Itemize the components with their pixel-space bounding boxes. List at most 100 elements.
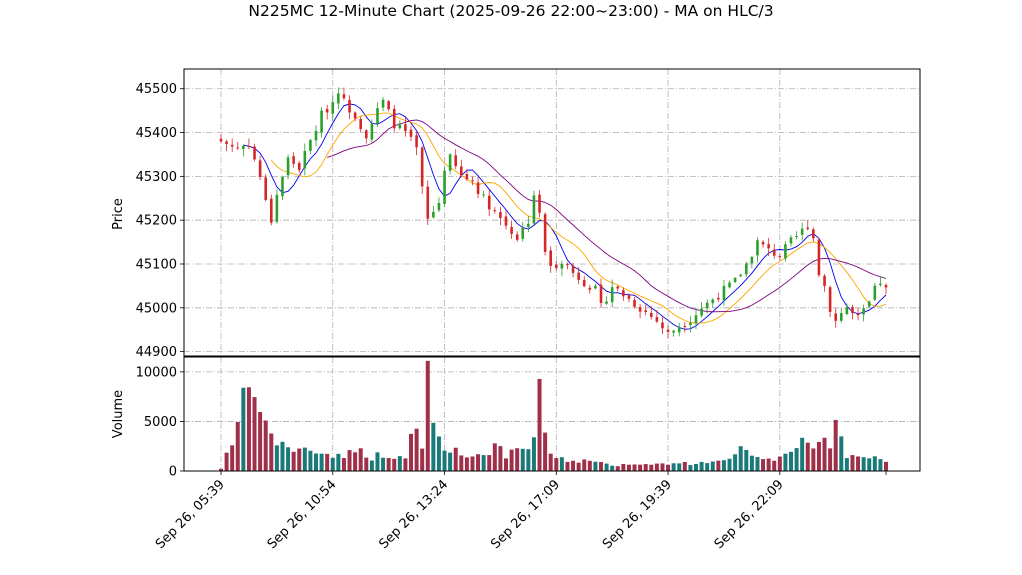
- candle: [605, 296, 608, 306]
- volume-bar: [543, 432, 548, 471]
- volume-bar: [336, 453, 341, 471]
- candle: [661, 316, 664, 335]
- candle-body: [778, 256, 782, 258]
- volume-bar: [235, 421, 240, 471]
- candle: [253, 143, 256, 162]
- volume-bar: [263, 420, 268, 471]
- ma-mid-line: [270, 112, 887, 324]
- volume-bar: [386, 458, 391, 471]
- candle-body: [577, 272, 580, 280]
- candle-body: [828, 287, 832, 312]
- volume-bar: [850, 455, 855, 471]
- volume-bar: [302, 447, 307, 471]
- volume-bar: [319, 453, 324, 471]
- candle: [717, 292, 720, 303]
- volume-bar: [861, 457, 866, 471]
- candle-body: [733, 277, 737, 283]
- volume-bar: [565, 461, 570, 471]
- candle-body: [566, 263, 569, 266]
- candle: [588, 284, 592, 294]
- volume-bar: [526, 449, 531, 471]
- candle-body: [292, 156, 295, 164]
- volume-bar: [632, 464, 637, 471]
- volume-bar: [604, 463, 609, 471]
- volume-tick-label: 10000: [136, 365, 177, 380]
- candle: [359, 116, 363, 133]
- candle: [303, 143, 307, 176]
- candle-body: [359, 118, 363, 130]
- volume-bar: [375, 452, 380, 471]
- candle-body: [437, 202, 441, 211]
- volume-bar: [643, 464, 648, 471]
- candle-body: [750, 256, 754, 264]
- candle-body: [404, 124, 407, 131]
- volume-bar: [397, 456, 402, 471]
- price-panel-frame: [183, 68, 921, 357]
- volume-bar: [453, 447, 458, 471]
- candle: [594, 283, 597, 290]
- volume-bar: [682, 462, 687, 471]
- candle-body: [633, 300, 636, 307]
- candle: [856, 308, 860, 321]
- candle-body: [873, 285, 877, 300]
- volume-bar: [481, 455, 486, 471]
- candle: [622, 287, 625, 301]
- candle: [733, 277, 737, 284]
- candle: [493, 206, 497, 214]
- candle: [845, 303, 849, 316]
- candle: [487, 189, 491, 217]
- candle-body: [482, 194, 485, 196]
- volume-bar: [520, 448, 525, 471]
- candle: [286, 154, 290, 180]
- candle-body: [560, 263, 564, 269]
- candle-body: [588, 287, 592, 290]
- candle: [264, 174, 268, 202]
- candle-body: [767, 244, 770, 249]
- candle-body: [331, 102, 335, 114]
- volume-bar: [610, 465, 615, 471]
- chart-title: N225MC 12-Minute Chart (2025-09-26 22:00…: [248, 2, 773, 20]
- candle-body: [683, 326, 687, 328]
- time-tick-label: Sep 26, 13:24: [376, 477, 451, 552]
- candle-body: [784, 244, 787, 259]
- volume-bar: [872, 456, 877, 471]
- volume-axis-label: Volume: [111, 390, 126, 438]
- candle-body: [303, 150, 307, 169]
- volume-bar: [884, 461, 888, 471]
- candle: [672, 329, 675, 337]
- candle: [739, 273, 743, 278]
- volume-bar: [504, 458, 508, 471]
- candle: [834, 308, 838, 328]
- candle: [795, 231, 798, 240]
- candle-body: [789, 237, 793, 244]
- volume-bar: [459, 455, 464, 471]
- price-axis-label: Price: [111, 198, 126, 230]
- candle-body: [242, 145, 245, 150]
- candle: [499, 206, 502, 226]
- candle-body: [314, 130, 318, 141]
- candle: [538, 190, 541, 218]
- candle-body: [884, 284, 888, 288]
- candle: [879, 276, 882, 287]
- volume-bar: [761, 459, 766, 471]
- candle: [521, 221, 525, 242]
- candle: [432, 206, 435, 219]
- candle: [549, 246, 553, 273]
- candle: [610, 279, 614, 308]
- volume-bar: [822, 437, 827, 471]
- price-y-axis: 44900 45000 45100 45200 45300 45400 45500: [136, 82, 184, 360]
- volume-bar: [515, 448, 520, 471]
- candle-body: [856, 313, 860, 316]
- candle-body: [800, 228, 804, 235]
- candle: [247, 138, 251, 150]
- candle: [437, 197, 441, 213]
- candle-body: [834, 313, 838, 321]
- candle: [884, 283, 888, 295]
- volume-bar: [571, 460, 576, 471]
- candle: [404, 117, 407, 137]
- candle-body: [543, 214, 547, 252]
- candle: [744, 261, 748, 277]
- candle: [616, 285, 620, 292]
- candle-body: [392, 108, 396, 129]
